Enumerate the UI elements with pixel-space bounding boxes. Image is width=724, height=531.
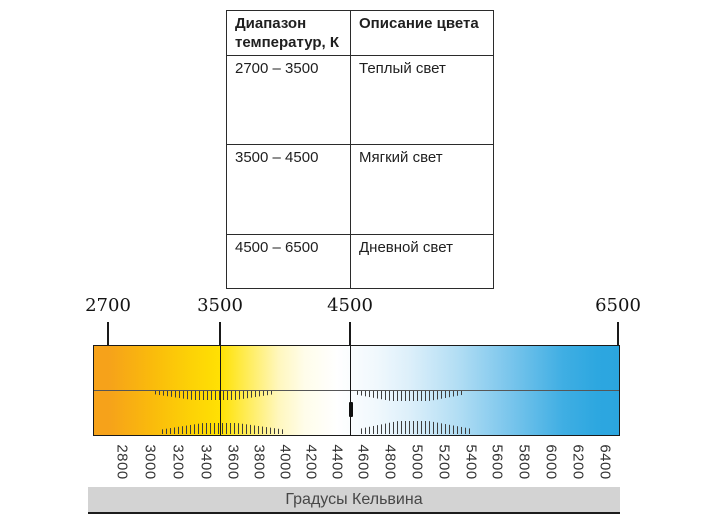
bottom-axis-label: 6200 <box>569 444 587 480</box>
bottom-axis-label: 4600 <box>354 444 372 480</box>
bottom-axis-label: 3400 <box>197 444 215 480</box>
bottom-axis-label: 5200 <box>435 444 453 480</box>
bottom-axis-label: 6000 <box>542 444 560 480</box>
bottom-axis-label: 4800 <box>381 444 399 480</box>
tick-fringe <box>361 421 470 434</box>
table-row: 2700 – 3500 Теплый свет <box>226 54 494 145</box>
top-axis-tick <box>617 322 619 345</box>
bottom-axis-label: 3800 <box>250 444 268 480</box>
marker-blob <box>349 402 353 417</box>
top-axis-tick <box>349 322 351 345</box>
table-header-row: Диапазон температур, К Описание цвета <box>226 10 494 56</box>
bottom-axis-label: 6400 <box>596 444 614 480</box>
bottom-axis-label: 5800 <box>515 444 533 480</box>
bottom-axis-label: 2800 <box>113 444 131 480</box>
top-axis-tick <box>107 322 109 345</box>
range-cell: 4500 – 6500 <box>226 233 351 289</box>
top-axis-label: 4500 <box>327 295 373 316</box>
bottom-axis-label: 5600 <box>488 444 506 480</box>
axis-title-bar: Градусы Кельвина <box>88 487 620 514</box>
bottom-axis-label: 3200 <box>169 444 187 480</box>
top-axis-label: 6500 <box>595 295 641 316</box>
bottom-axis-label: 4000 <box>276 444 294 480</box>
bottom-axis-label: 5000 <box>408 444 426 480</box>
table-row: 4500 – 6500 Дневной свет <box>226 233 494 289</box>
bottom-axis-label: 3000 <box>141 444 159 480</box>
header-description: Описание цвета <box>350 10 494 56</box>
bottom-axis-label: 4400 <box>328 444 346 480</box>
tick-fringe <box>162 423 283 434</box>
header-range: Диапазон температур, К <box>226 10 351 56</box>
temperature-table: Диапазон температур, К Описание цвета 27… <box>226 10 494 289</box>
range-cell: 2700 – 3500 <box>226 54 351 145</box>
top-axis-tick <box>219 322 221 345</box>
range-cell: 3500 – 4500 <box>226 143 351 235</box>
divider-line <box>220 346 221 435</box>
bottom-axis-label: 5400 <box>462 444 480 480</box>
gradient-bar <box>93 345 620 436</box>
description-cell: Мягкий свет <box>350 143 494 235</box>
divider-line <box>350 346 351 435</box>
midline <box>94 390 619 391</box>
description-cell: Дневной свет <box>350 233 494 289</box>
tick-fringe <box>357 391 463 401</box>
top-axis-label: 3500 <box>197 295 243 316</box>
top-axis-label: 2700 <box>85 295 131 316</box>
tick-fringe <box>155 391 273 400</box>
bottom-axis-label: 3600 <box>224 444 242 480</box>
bottom-axis: 2800 3000 3200 3400 3600 3800 4000 4200 4400 4600… <box>93 441 620 483</box>
bottom-axis-label: 4200 <box>302 444 320 480</box>
axis-title: Градусы Кельвина <box>285 491 423 508</box>
table-row: 3500 – 4500 Мягкий свет <box>226 143 494 235</box>
description-cell: Теплый свет <box>350 54 494 145</box>
